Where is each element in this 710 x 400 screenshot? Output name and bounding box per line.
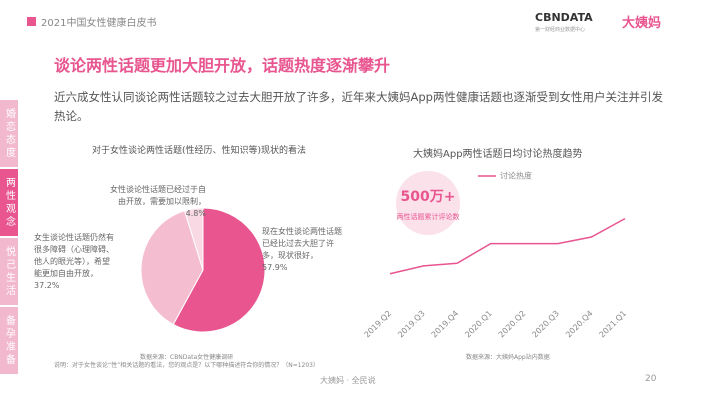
- header-title: 2021中国女性健康白皮书: [41, 18, 157, 29]
- sidebar-tab[interactable]: 悦己生活: [0, 238, 18, 305]
- slice-label: 女性谈论性话题已经过于自由开放，需要加以限制， 4.8%: [106, 184, 206, 220]
- sidebar-tab[interactable]: 婚恋态度: [0, 100, 18, 167]
- footer: 大姨妈 · 全民说: [320, 376, 376, 385]
- x-tick-label: 2020.Q3: [530, 309, 561, 340]
- header-mark: [27, 17, 36, 26]
- intro: 近六成女性认同谈论两性话题较之过去大胆开放了许多，近年来大姨妈App两性健康话题…: [54, 90, 663, 123]
- x-tick-label: 2020.Q2: [497, 309, 528, 340]
- x-tick-label: 2020.Q1: [463, 309, 494, 340]
- chart-title: 对于女性谈论两性话题(性经历、性知识等)现状的看法: [92, 146, 307, 156]
- chart-note: 说明：对于女性谈论“性”相关话题的看法，您的观点是？以下哪种描述符合你的情况？（…: [54, 362, 320, 369]
- chart-source: 数据来源：CBNData女性健康调研: [140, 354, 234, 361]
- chart-source: 数据来源：大姨妈App站内数据: [466, 354, 550, 361]
- chart-title: 大姨妈App两性话题日均讨论热度趋势: [413, 149, 583, 160]
- slice-name: 女生谈论性话题仍然有很多障碍（心理障碍、他人的眼光等），希望能更加自由开放，: [34, 233, 114, 278]
- pie-slice: [183, 207, 204, 271]
- annotation-value: 500万+: [401, 189, 456, 205]
- x-tick-label: 2019.Q3: [396, 309, 427, 340]
- x-tick-label: 2019.Q4: [430, 309, 461, 340]
- partner-logo: 大姨妈: [622, 16, 662, 31]
- page-title: 谈论两性话题更加大胆开放，话题热度逐渐攀升: [54, 56, 391, 75]
- logo: CBNDATA: [535, 11, 593, 24]
- x-tick-label: 2021.Q1: [598, 309, 629, 340]
- pie-slice: [172, 207, 266, 333]
- annotation-label: 两性话题累计评论数: [397, 212, 460, 221]
- annotation-bubble: [396, 171, 460, 235]
- x-tick-label: 2020.Q4: [564, 309, 595, 340]
- slice-name: 女性谈论性话题已经过于自由开放，需要加以限制，: [110, 185, 206, 206]
- pie-slice: [140, 210, 204, 326]
- sidebar-tab[interactable]: 两性观念: [0, 169, 18, 236]
- slice-name: 现在女性谈论两性话题已经比过去大胆了许多，现状很好，: [262, 227, 342, 260]
- logo-sub: 第一财经商业数据中心: [535, 27, 586, 33]
- slice-value: 4.8%: [185, 209, 206, 218]
- slice-label: 女生谈论性话题仍然有很多障碍（心理障碍、他人的眼光等），希望能更加自由开放， 37…: [34, 232, 114, 292]
- legend-label: 讨论热度: [500, 171, 532, 181]
- slice-label: 现在女性谈论两性话题已经比过去大胆了许多，现状很好， 57.9%: [262, 226, 342, 274]
- sidebar-tab[interactable]: 备孕准备: [0, 307, 18, 374]
- x-tick-label: 2019.Q2: [363, 309, 394, 340]
- page-number: 20: [645, 374, 657, 384]
- slice-value: 57.9%: [262, 263, 288, 272]
- line-series: [389, 217, 626, 275]
- slice-value: 37.2%: [34, 281, 60, 290]
